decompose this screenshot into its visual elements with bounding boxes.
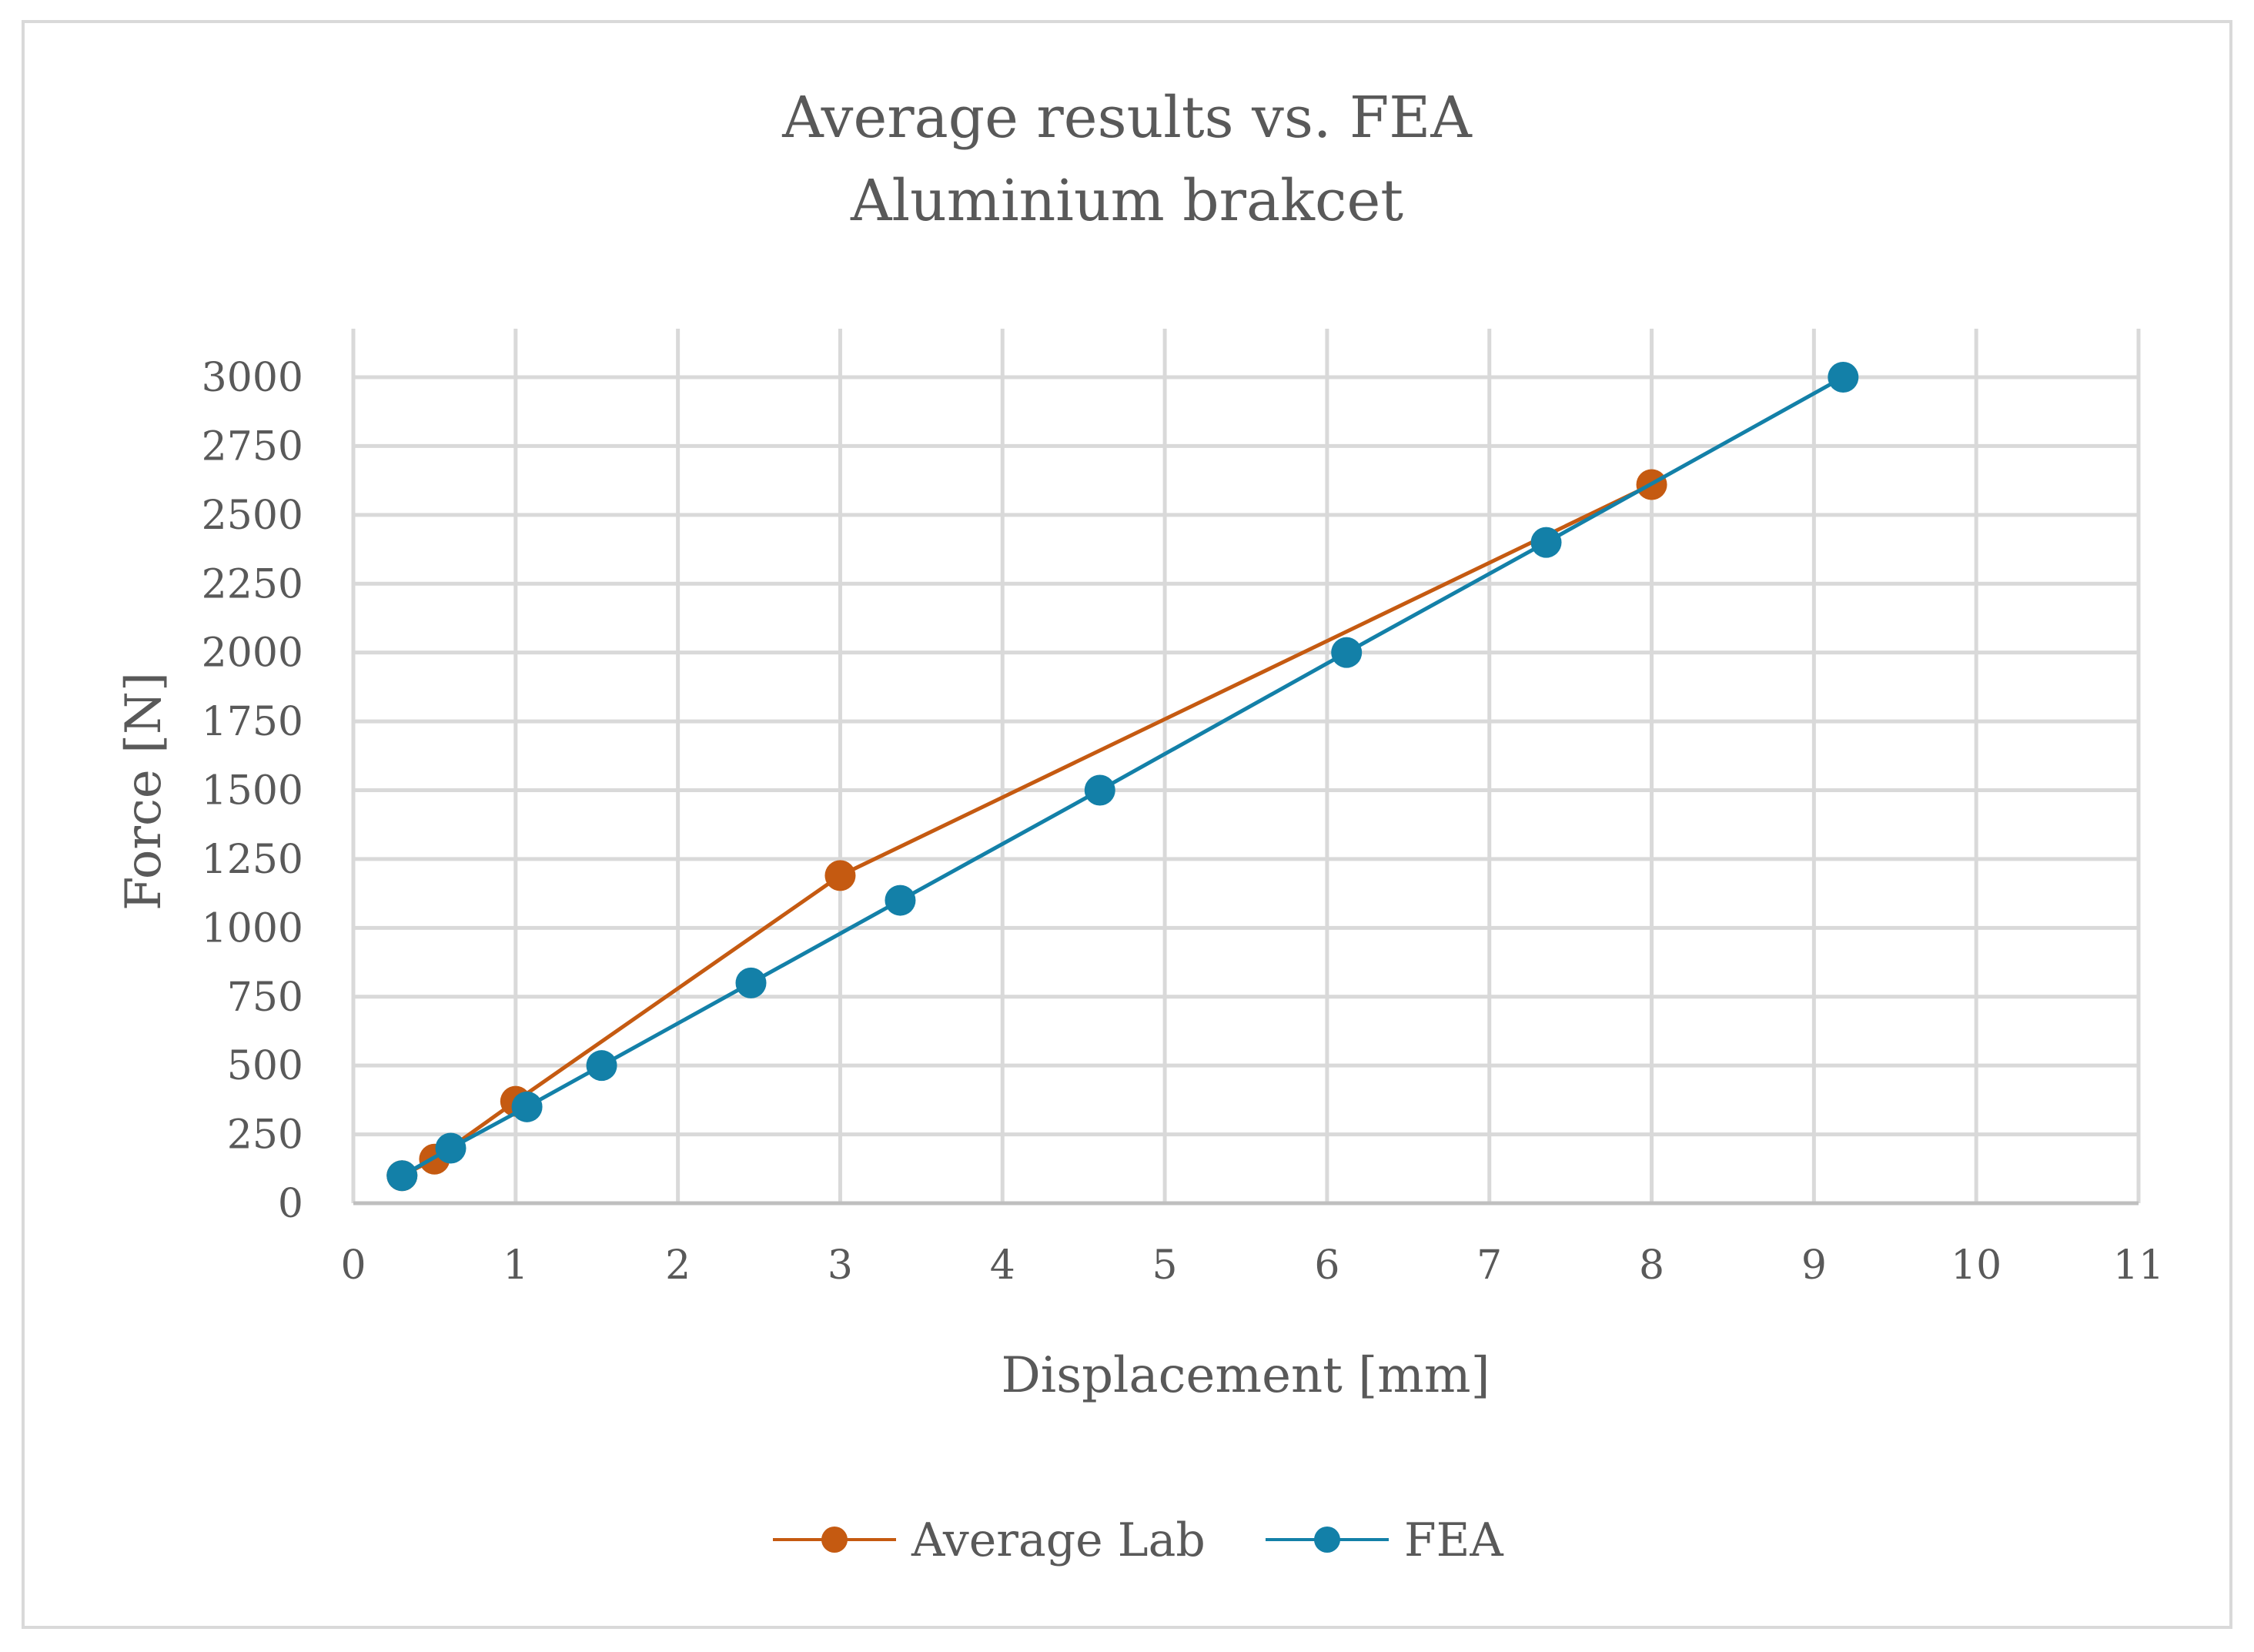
data-point-fea[interactable]: [1331, 637, 1363, 668]
chart-border: [22, 20, 2232, 1629]
y-tick-label: 0: [278, 1181, 303, 1227]
x-tick-label: 0: [340, 1242, 366, 1289]
y-axis-title: Force [N]: [115, 672, 172, 911]
x-tick-label: 11: [2113, 1242, 2164, 1289]
series-fea: [386, 362, 1859, 1192]
legend-marker-average-lab: [821, 1527, 848, 1553]
x-tick-label: 3: [828, 1242, 853, 1289]
legend: Average Lab FEA: [773, 1513, 1503, 1567]
x-tick-label: 2: [665, 1242, 691, 1289]
x-tick-label: 10: [1951, 1242, 2002, 1289]
x-tick-label: 7: [1476, 1242, 1502, 1289]
x-tick-label: 9: [1801, 1242, 1827, 1289]
x-tick-label: 8: [1639, 1242, 1664, 1289]
y-tick-label: 750: [227, 975, 303, 1021]
x-tick-label: 5: [1152, 1242, 1178, 1289]
data-point-fea[interactable]: [1084, 774, 1115, 806]
y-tick-label: 2500: [202, 493, 303, 539]
data-point-fea[interactable]: [735, 967, 767, 998]
legend-item-fea[interactable]: FEA: [1266, 1513, 1503, 1567]
chart-title-line-1: Average results vs. FEA: [781, 85, 1473, 151]
legend-label-average-lab: Average Lab: [911, 1513, 1206, 1567]
data-series: [386, 362, 1859, 1192]
y-tick-label: 1000: [202, 905, 303, 951]
y-tick-label: 1500: [202, 768, 303, 814]
data-point-fea[interactable]: [1828, 362, 1859, 393]
y-tick-label: 3000: [202, 355, 303, 401]
y-tick-label: 250: [227, 1112, 303, 1159]
legend-label-fea: FEA: [1404, 1513, 1503, 1567]
y-tick-label: 2250: [202, 561, 303, 607]
y-tick-label: 1250: [202, 837, 303, 883]
data-point-fea[interactable]: [511, 1091, 543, 1122]
legend-marker-fea: [1314, 1527, 1340, 1553]
tick-labels: 0 1 2 3 4 5 6 7 8 9 10 11 0 250 500 750 1000 1250 1500 1750…: [202, 355, 2164, 1289]
x-axis-title: Displacement [mm]: [1001, 1347, 1490, 1404]
y-tick-label: 500: [227, 1043, 303, 1089]
y-tick-label: 2750: [202, 423, 303, 470]
x-tick-label: 1: [503, 1242, 528, 1289]
data-point-fea[interactable]: [1530, 527, 1562, 558]
data-point-average-lab[interactable]: [824, 860, 856, 891]
legend-item-average-lab[interactable]: Average Lab: [773, 1513, 1206, 1567]
y-tick-label: 2000: [202, 630, 303, 677]
data-point-fea[interactable]: [586, 1050, 617, 1082]
series-line-fea: [401, 375, 1844, 1178]
data-point-fea[interactable]: [386, 1160, 418, 1192]
data-point-fea[interactable]: [435, 1132, 467, 1164]
x-tick-label: 4: [990, 1242, 1015, 1289]
x-tick-label: 6: [1314, 1242, 1339, 1289]
y-tick-label: 1750: [202, 699, 303, 745]
data-point-fea[interactable]: [885, 885, 916, 916]
chart-title-line-2: Aluminium brakcet: [850, 168, 1403, 234]
